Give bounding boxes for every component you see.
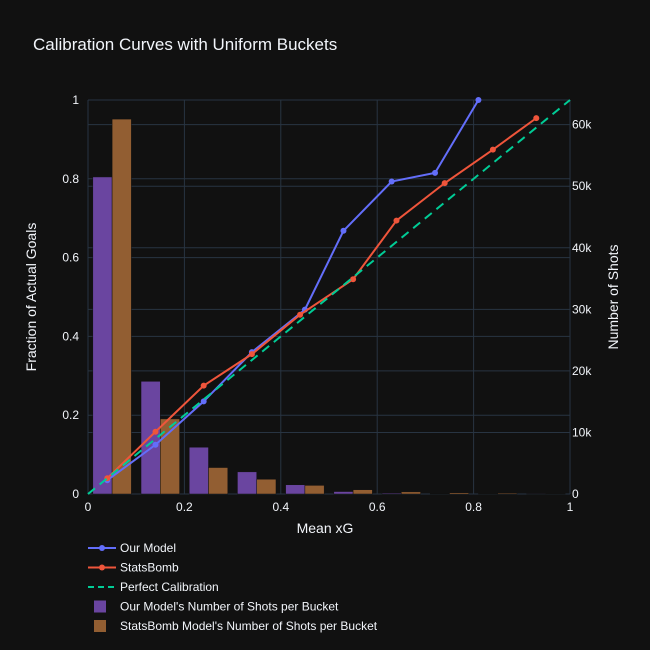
bar-statsbomb-7 [449, 492, 470, 495]
bar-statsbomb-5 [352, 489, 373, 495]
legend-marker-0 [99, 545, 105, 551]
legend-label-1: StatsBomb [120, 561, 179, 575]
bar-our-model-4 [285, 484, 306, 495]
y2-tick-label: 20k [572, 364, 592, 378]
x-tick-label: 0 [85, 500, 92, 514]
legend-swatch-4 [94, 620, 106, 632]
bar-our-model-3 [237, 471, 257, 495]
bar-our-model-6 [381, 492, 402, 495]
bar-statsbomb-4 [304, 485, 325, 495]
x-tick-label: 0.2 [176, 500, 193, 514]
y2-axis-title: Number of Shots [605, 244, 621, 349]
legend-label-3: Our Model's Number of Shots per Bucket [120, 600, 339, 614]
point-our-model-7 [432, 169, 439, 176]
legend: Our Model StatsBomb Perfect Calibration Our… [88, 541, 378, 633]
line-series-layer [87, 97, 571, 495]
point-our-model-5 [340, 227, 347, 234]
y2-tick-label: 60k [572, 118, 592, 132]
legend-swatch-3 [94, 600, 106, 613]
x-tick-label: 1 [567, 500, 574, 514]
bar-series-layer [92, 118, 566, 495]
y-tick-label: 0.2 [62, 408, 79, 422]
y-tick-label: 0.8 [62, 172, 79, 186]
y2-tick-label: 10k [572, 425, 592, 439]
chart-title: Calibration Curves with Uniform Buckets [33, 35, 337, 54]
legend-label-4: StatsBomb Model's Number of Shots per Bu… [120, 619, 378, 633]
tick-labels: 0 0.2 0.4 0.6 0.8 100.20.40.60.81010k20k30k40… [62, 93, 592, 514]
bar-statsbomb-2 [208, 467, 229, 495]
point-our-model-8 [475, 97, 482, 103]
point-statsbomb-1 [152, 428, 159, 435]
point-statsbomb-4 [297, 311, 304, 318]
bar-our-model-5 [333, 491, 354, 495]
x-tick-label: 0.6 [369, 500, 386, 514]
bar-statsbomb-6 [401, 491, 421, 495]
y2-tick-label: 50k [572, 179, 592, 193]
y-tick-label: 0.6 [62, 251, 79, 265]
point-our-model-2 [200, 398, 207, 405]
bar-statsbomb-8 [497, 492, 518, 495]
legend-label-2: Perfect Calibration [120, 580, 219, 594]
point-our-model-6 [388, 178, 395, 185]
point-statsbomb-5 [350, 276, 357, 283]
point-statsbomb-6 [393, 217, 400, 224]
point-our-model-1 [152, 441, 159, 448]
point-statsbomb-7 [441, 180, 448, 187]
bar-statsbomb-3 [256, 478, 277, 495]
x-axis-title: Mean xG [297, 520, 354, 536]
x-tick-label: 0.8 [465, 500, 482, 514]
bar-our-model-2 [188, 446, 209, 495]
legend-marker-1 [99, 564, 105, 571]
point-statsbomb-3 [248, 351, 255, 358]
y-axis-title: Fraction of Actual Goals [23, 223, 39, 372]
y-tick-label: 0 [72, 487, 79, 501]
legend-label-0: Our Model [120, 541, 176, 555]
y2-tick-label: 40k [572, 241, 592, 255]
y2-tick-label: 0 [572, 487, 579, 501]
x-tick-label: 0.4 [272, 500, 289, 514]
y-tick-label: 0.4 [62, 329, 79, 343]
point-statsbomb-8 [489, 146, 496, 153]
series-line-statsbomb [106, 117, 537, 479]
series-line-perfect-calibration [87, 99, 571, 495]
y2-tick-label: 30k [572, 302, 592, 316]
point-statsbomb-2 [200, 382, 207, 389]
bar-statsbomb-0 [111, 118, 132, 495]
bar-statsbomb-1 [160, 418, 180, 495]
grid [87, 99, 571, 495]
point-statsbomb-9 [533, 115, 540, 122]
y-tick-label: 1 [72, 93, 79, 107]
bar-our-model-0 [92, 176, 113, 495]
